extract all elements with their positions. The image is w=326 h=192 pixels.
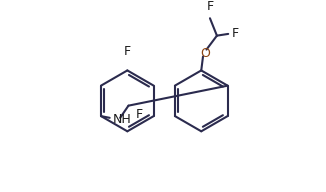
- Text: F: F: [124, 45, 131, 58]
- Text: O: O: [200, 46, 210, 60]
- Text: F: F: [232, 27, 239, 40]
- Text: NH: NH: [112, 113, 131, 126]
- Text: F: F: [136, 108, 143, 121]
- Text: F: F: [206, 0, 214, 13]
